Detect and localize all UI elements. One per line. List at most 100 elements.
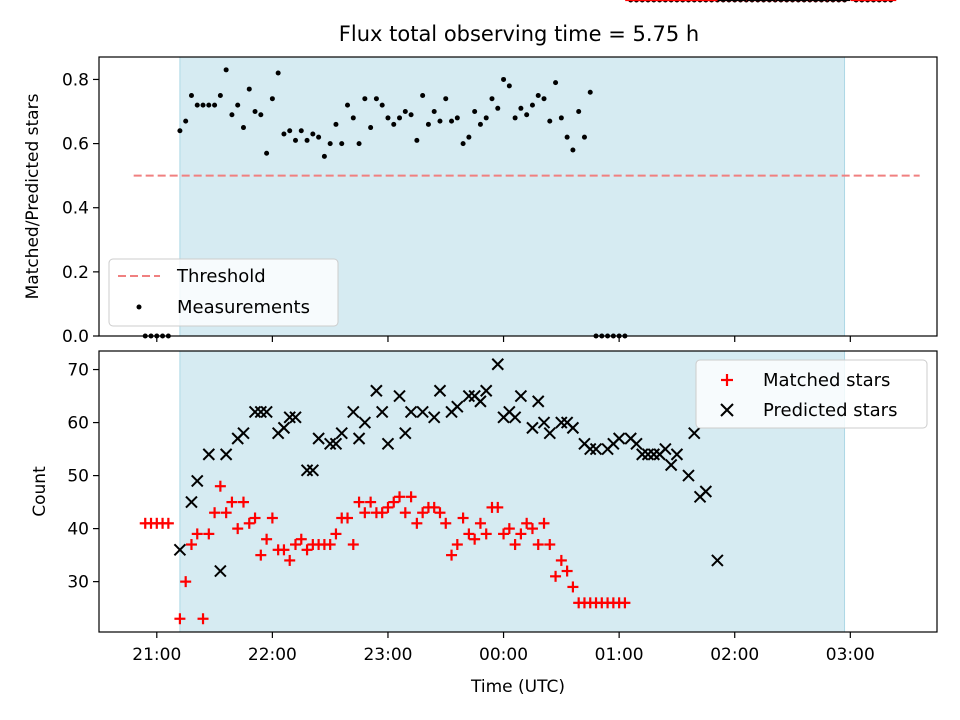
measurement-point xyxy=(506,83,512,89)
y-axis-label-bottom: Count xyxy=(30,466,50,517)
legend-measurements-swatch xyxy=(136,304,142,310)
matched-star-point xyxy=(197,613,209,625)
predicted-star-point xyxy=(555,416,568,429)
matched-star-point xyxy=(261,533,273,545)
y-tick-label: 60 xyxy=(67,414,89,434)
matched-star-point xyxy=(324,539,336,551)
measurement-point xyxy=(420,92,426,98)
measurement-point xyxy=(402,109,408,115)
matched-star-point xyxy=(532,539,544,551)
measurement-point xyxy=(529,102,535,108)
measurement-point xyxy=(512,115,518,121)
legend-bottom: Matched stars Predicted stars xyxy=(695,359,928,429)
predicted-star-point xyxy=(641,448,655,461)
y-tick-label: 40 xyxy=(67,520,89,540)
x-tick-label: 22:00 xyxy=(248,645,297,665)
matched-star-point xyxy=(480,528,492,540)
legend-matched-swatch xyxy=(721,374,733,386)
measurement-point xyxy=(553,80,559,86)
measurement-point xyxy=(356,141,362,147)
matched-star-point xyxy=(191,528,203,540)
measurement-point xyxy=(321,153,327,159)
legend-matched-label: Matched stars xyxy=(763,370,890,391)
y-tick-label: 70 xyxy=(67,361,89,381)
matched-star-point xyxy=(180,576,192,588)
x-tick-label: 03:00 xyxy=(826,645,875,665)
measurement-point xyxy=(443,96,449,102)
measurement-point xyxy=(316,134,322,140)
measurement-point xyxy=(379,102,385,108)
predicted-star-point xyxy=(254,405,268,419)
measurement-point xyxy=(581,134,587,140)
measurement-point xyxy=(252,109,258,115)
predicted-star-point xyxy=(543,426,556,440)
measurement-point xyxy=(449,118,455,124)
matched-star-point xyxy=(474,517,486,529)
legend-measurements-label: Measurements xyxy=(177,297,310,318)
matched-star-point xyxy=(203,528,215,540)
x-axis-ticks-top xyxy=(156,336,851,342)
measurement-point xyxy=(333,121,339,127)
matched-star-point xyxy=(526,523,538,535)
matched-star-point xyxy=(394,491,406,503)
x-tick-label: 23:00 xyxy=(363,645,412,665)
matched-star-point xyxy=(284,554,296,566)
predicted-star-point xyxy=(202,448,216,461)
measurement-point xyxy=(304,137,310,143)
measurement-point xyxy=(264,150,270,156)
measurement-point xyxy=(558,115,564,121)
predicted-stars-points xyxy=(173,0,851,578)
y-tick-label: 0.2 xyxy=(62,263,89,283)
measurement-point xyxy=(391,121,397,127)
matched-star-point xyxy=(451,539,463,551)
predicted-star-point xyxy=(589,442,603,456)
measurement-point xyxy=(339,141,345,147)
measurement-point xyxy=(397,115,403,121)
measurement-point xyxy=(501,76,507,82)
measurement-point xyxy=(466,134,472,140)
measurement-point xyxy=(495,105,501,111)
matched-star-point xyxy=(469,533,481,545)
measurement-point xyxy=(183,118,189,124)
measurement-point xyxy=(246,86,252,92)
measurement-point xyxy=(587,89,593,95)
matched-star-point xyxy=(174,613,186,625)
predicted-star-point xyxy=(358,416,372,429)
measurement-point xyxy=(345,102,351,108)
matched-star-point xyxy=(619,597,631,609)
measurement-point xyxy=(212,102,218,108)
measurement-point xyxy=(287,128,293,134)
predicted-star-point xyxy=(699,485,713,498)
predicted-star-point xyxy=(248,405,262,419)
matched-star-point xyxy=(342,512,354,524)
predicted-star-point xyxy=(347,405,360,419)
predicted-star-point xyxy=(688,426,701,440)
y-tick-label: 30 xyxy=(67,573,89,593)
predicted-star-point xyxy=(433,384,447,397)
measurement-point xyxy=(188,92,194,98)
measurement-point xyxy=(177,128,183,134)
measurement-point xyxy=(570,147,576,153)
x-tick-label: 21:00 xyxy=(132,645,181,665)
x-tick-label: 02:00 xyxy=(710,645,759,665)
measurement-point xyxy=(368,125,374,131)
matched-star-point xyxy=(185,539,197,551)
predicted-star-point xyxy=(329,437,343,450)
measurement-point xyxy=(310,131,316,137)
x-axis-ticks-bottom: 21:00 22:00 23:00 00:00 01:00 02:00 03:00 xyxy=(132,632,875,665)
measurement-point xyxy=(327,141,333,147)
matched-star-point xyxy=(561,565,573,577)
matched-star-point xyxy=(376,507,388,519)
matched-star-point xyxy=(255,549,267,561)
matched-star-point xyxy=(503,523,515,535)
matched-star-point xyxy=(220,507,232,519)
measurement-point xyxy=(431,109,437,115)
legend-predicted-label: Predicted stars xyxy=(763,400,897,421)
predicted-star-point xyxy=(283,411,296,424)
matched-star-point xyxy=(353,496,365,508)
predicted-star-point xyxy=(480,384,493,397)
predicted-star-point xyxy=(277,421,291,435)
matched-star-point xyxy=(405,491,417,503)
predicted-star-point xyxy=(566,421,580,435)
